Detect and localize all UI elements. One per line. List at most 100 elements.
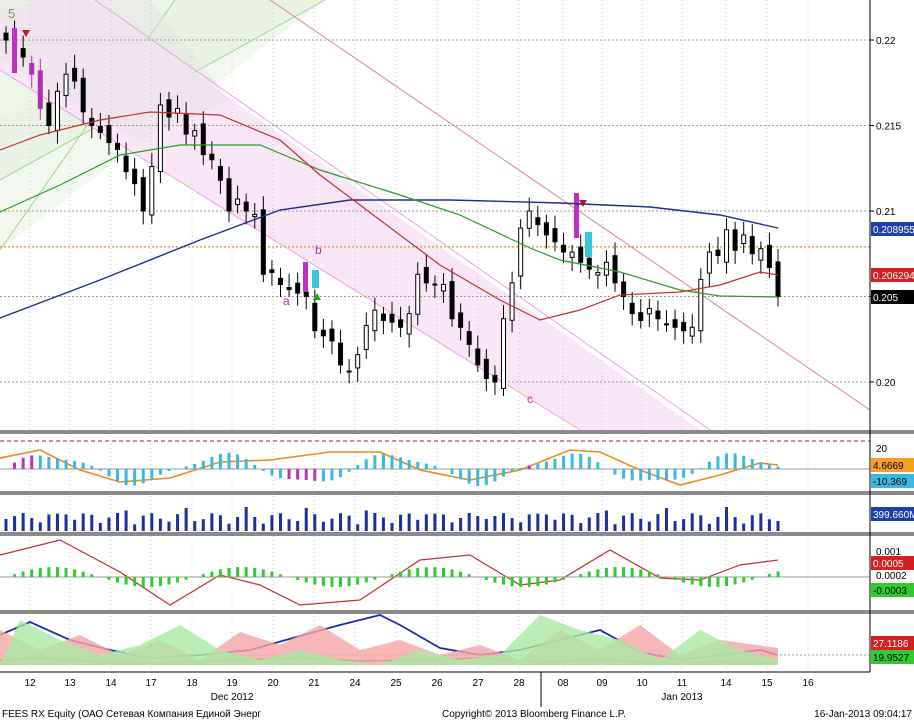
candle-6 [54, 90, 60, 131]
osc-bar-3 [30, 455, 34, 469]
x-tick-18: 15 [761, 678, 773, 689]
candle-48 [415, 273, 421, 315]
osc-bar-82 [707, 461, 711, 469]
x-tick-12: 28 [513, 678, 525, 689]
channel-pink-line-lower [0, 69, 581, 431]
osc-bar-62 [536, 463, 540, 469]
macd-bar-30 [261, 569, 265, 577]
osc-bar-74 [639, 469, 643, 481]
osc-bar-52 [450, 469, 454, 474]
macd-bar-18 [158, 577, 162, 587]
macd-bar-46 [399, 571, 403, 577]
volume-bar-11 [98, 523, 102, 531]
macd-bar-13 [116, 577, 120, 583]
osc-bar-45 [390, 455, 394, 469]
macd-bar-60 [519, 577, 523, 587]
volume-bar-73 [630, 513, 634, 531]
macd-bar-29 [253, 567, 257, 577]
macd-bar-72 [622, 567, 626, 577]
gray-shade [0, 0, 230, 140]
volume-bar-52 [450, 522, 454, 531]
osc-bar-8 [73, 461, 77, 469]
macd-bar-89 [767, 574, 771, 577]
volume-bar-38 [330, 518, 334, 531]
volume-bar-58 [502, 513, 506, 531]
badge-price-black-bg [871, 290, 914, 304]
candle-65 [561, 244, 567, 253]
osc-bar-5 [47, 456, 51, 469]
wave-label-0: a [283, 294, 290, 308]
x-tick-0: 12 [24, 678, 36, 689]
macd-bar-28 [244, 567, 248, 577]
macd-bar-57 [493, 577, 497, 583]
macd-bar-54 [467, 574, 471, 577]
volume-bar-15 [133, 524, 137, 531]
osc-bar-37 [321, 469, 325, 482]
x-tick-15: 10 [636, 678, 648, 689]
x-tick-17: 14 [720, 678, 732, 689]
candle-89 [766, 244, 772, 268]
candle-50 [432, 283, 438, 286]
osc-bar-61 [527, 465, 531, 469]
volume-bar-66 [570, 514, 574, 531]
candle-80 [689, 326, 695, 337]
volume-bar-85 [733, 517, 737, 531]
volume-bar-29 [253, 517, 257, 531]
volume-bar-49 [424, 514, 428, 531]
volume-bar-74 [639, 518, 643, 531]
osc-bar-29 [253, 464, 257, 469]
volume-bar-48 [416, 519, 420, 531]
volume-bar-82 [707, 523, 711, 531]
macd-bar-65 [562, 577, 566, 580]
volume-bar-2 [21, 513, 25, 531]
osc-bar-76 [656, 469, 660, 480]
volume-bar-45 [390, 522, 394, 531]
x-tick-5: 19 [226, 678, 238, 689]
timestamp: 16-Jan-2013 09:04:17 [814, 709, 912, 720]
volume-bar-46 [399, 514, 403, 531]
osc-bar-33 [287, 469, 291, 480]
osc-bar-75 [647, 469, 651, 481]
candle-24 [209, 153, 215, 161]
candle-41 [355, 354, 361, 369]
candle-8 [72, 67, 78, 82]
candle-78 [672, 319, 678, 328]
candle-63 [543, 222, 549, 236]
macd-bar-86 [742, 577, 746, 583]
volume-bar-79 [682, 519, 686, 531]
volume-bar-43 [373, 513, 377, 531]
candle-79 [681, 321, 687, 332]
osc-bar-88 [759, 462, 763, 469]
macd-bar-63 [544, 577, 548, 585]
macd-bar-73 [630, 567, 634, 577]
volume-bar-55 [476, 516, 480, 531]
candle-83 [715, 249, 721, 256]
macd-bar-43 [373, 577, 377, 580]
macd-bar-26 [227, 567, 231, 577]
osc-bar-64 [553, 458, 557, 469]
macd-bar-14 [124, 577, 128, 585]
osc-bar-77 [664, 469, 668, 480]
osc-bar-4 [38, 455, 42, 469]
candle-62 [535, 217, 541, 226]
osc-bar-38 [330, 469, 334, 481]
macd-bar-80 [690, 577, 694, 585]
macd-tick-1: 0.0002 [876, 571, 907, 582]
corner-label: 5 [8, 6, 15, 21]
channel-pink-line-upper [94, 0, 711, 431]
x-tick-1: 13 [64, 678, 76, 689]
osc-bar-56 [484, 469, 488, 486]
volume-bar-0 [4, 519, 8, 531]
osc-bar-1 [13, 462, 17, 469]
osc-bar-35 [304, 469, 308, 481]
volume-bar-86 [742, 523, 746, 531]
candle-18 [157, 104, 163, 173]
macd-bar-4 [38, 567, 42, 577]
macd-bar-90 [776, 571, 780, 577]
volume-bar-50 [433, 513, 437, 531]
candle-45 [389, 313, 395, 323]
volume-bar-34 [296, 521, 300, 531]
candle-57 [492, 374, 498, 383]
osc-bar-87 [750, 459, 754, 469]
